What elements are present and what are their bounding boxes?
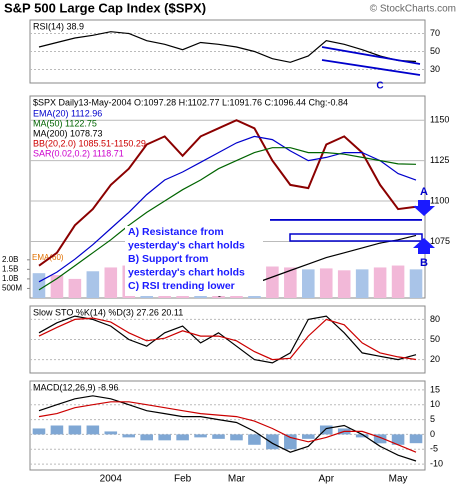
resistance-line xyxy=(270,219,422,221)
legend-entry: MA(200) 1078.73 xyxy=(33,128,103,138)
volume-bar xyxy=(284,267,297,298)
panel-title: Slow STO %K(14) %D(3) 27.26 20.11 xyxy=(33,307,183,317)
y-tick-label: 15 xyxy=(430,384,440,394)
volume-tick-label: 500M xyxy=(2,284,22,293)
histogram-bar xyxy=(140,434,153,441)
y-tick-label: 50 xyxy=(430,334,440,344)
annotation: A) Resistance from xyxy=(128,226,224,238)
volume-bar xyxy=(86,271,100,298)
series-line xyxy=(38,315,417,364)
x-tick-label: Feb xyxy=(174,474,192,485)
y-tick-label: -10 xyxy=(430,458,443,468)
rsi-channel xyxy=(321,46,421,76)
volume-bar xyxy=(68,278,82,298)
y-tick-label: 20 xyxy=(430,354,440,364)
marker: B xyxy=(420,257,428,269)
y-tick-label: 1075 xyxy=(430,236,450,246)
y-tick-label: 0 xyxy=(430,429,435,439)
volume-tick-label: 2.0B xyxy=(2,255,18,264)
histogram-bar xyxy=(212,434,225,439)
series-line xyxy=(38,395,417,462)
legend-entry: SAR(0.02,0.2) 1118.71 xyxy=(33,148,124,158)
volume-label: EMA(60) xyxy=(32,253,64,262)
histogram-bar xyxy=(86,425,100,435)
legend-entry: EMA(20) 1112.96 xyxy=(33,108,102,118)
chart-title: S&P 500 Large Cap Index ($SPX) xyxy=(4,0,206,15)
y-tick-label: 1150 xyxy=(430,115,449,125)
x-tick-label: 2004 xyxy=(100,474,123,485)
histogram-bar xyxy=(373,434,387,444)
series-line xyxy=(38,135,417,283)
volume-bar xyxy=(355,269,369,298)
series-line xyxy=(38,401,417,453)
histogram-bar xyxy=(284,434,297,450)
histogram-bar xyxy=(194,434,207,438)
histogram-bar xyxy=(176,434,189,441)
volume-tick-label: 1.0B xyxy=(2,274,18,283)
y-tick-label: -5 xyxy=(430,444,438,454)
x-tick-label: Apr xyxy=(318,474,334,485)
histogram-bar xyxy=(391,434,405,445)
histogram-bar xyxy=(409,434,423,444)
series-line xyxy=(38,147,417,291)
histogram-bar xyxy=(355,434,369,438)
support-box xyxy=(289,233,423,242)
y-tick-label: 50 xyxy=(430,46,440,56)
y-tick-label: 80 xyxy=(430,314,440,324)
panel-title: RSI(14) 38.9 xyxy=(33,21,84,31)
arrow-b xyxy=(413,238,435,254)
histogram-bar xyxy=(104,431,118,435)
volume-bar xyxy=(104,267,118,298)
histogram-bar xyxy=(302,434,315,439)
credit: © StockCharts.com xyxy=(370,4,456,15)
annotation-box xyxy=(125,226,263,296)
arrow-a xyxy=(413,200,435,216)
volume-bar xyxy=(319,268,333,298)
histogram-bar xyxy=(122,434,136,438)
volume-bar xyxy=(409,269,423,298)
series-line xyxy=(38,119,417,267)
series-line xyxy=(38,31,417,63)
histogram-bar xyxy=(230,434,243,441)
volume-bar xyxy=(373,267,387,298)
volume-bar xyxy=(391,265,405,298)
legend-entry: MA(50) 1122.75 xyxy=(33,118,97,128)
volume-bar xyxy=(337,270,351,298)
panel-title: MACD(12,26,9) -8.96 xyxy=(33,382,119,392)
annotation: C) RSI trending lower xyxy=(128,280,235,292)
marker: C xyxy=(376,81,383,92)
annotation: B) Support from xyxy=(128,253,209,265)
volume-tick-label: 1.5B xyxy=(2,264,18,273)
histogram-bar xyxy=(158,434,171,441)
y-tick-label: 1125 xyxy=(430,155,449,165)
volume-bar xyxy=(302,269,315,298)
y-tick-label: 70 xyxy=(430,28,440,38)
histogram-bar xyxy=(50,425,64,435)
volume-bar xyxy=(266,266,279,298)
marker: A xyxy=(420,186,428,198)
y-tick-label: 5 xyxy=(430,414,435,424)
y-tick-label: 1100 xyxy=(430,195,449,205)
y-tick-label: 10 xyxy=(430,399,440,409)
x-tick-label: May xyxy=(389,474,408,485)
annotation: yesterday's chart holds xyxy=(128,239,245,251)
panel-title: $SPX Daily13-May-2004 O:1097.28 H:1102.7… xyxy=(33,97,348,107)
volume-bar xyxy=(32,273,46,298)
histogram-bar xyxy=(266,434,279,450)
x-tick-label: Mar xyxy=(228,474,246,485)
y-tick-label: 30 xyxy=(430,64,440,74)
legend-entry: BB(20,2.0) 1085.51-1150.29 xyxy=(33,138,146,148)
histogram-bar xyxy=(68,425,82,435)
histogram-bar xyxy=(319,425,333,435)
series-line xyxy=(38,317,417,361)
histogram-bar xyxy=(32,428,46,435)
annotation: yesterday's chart holds xyxy=(128,266,245,278)
histogram-bar xyxy=(248,434,261,445)
